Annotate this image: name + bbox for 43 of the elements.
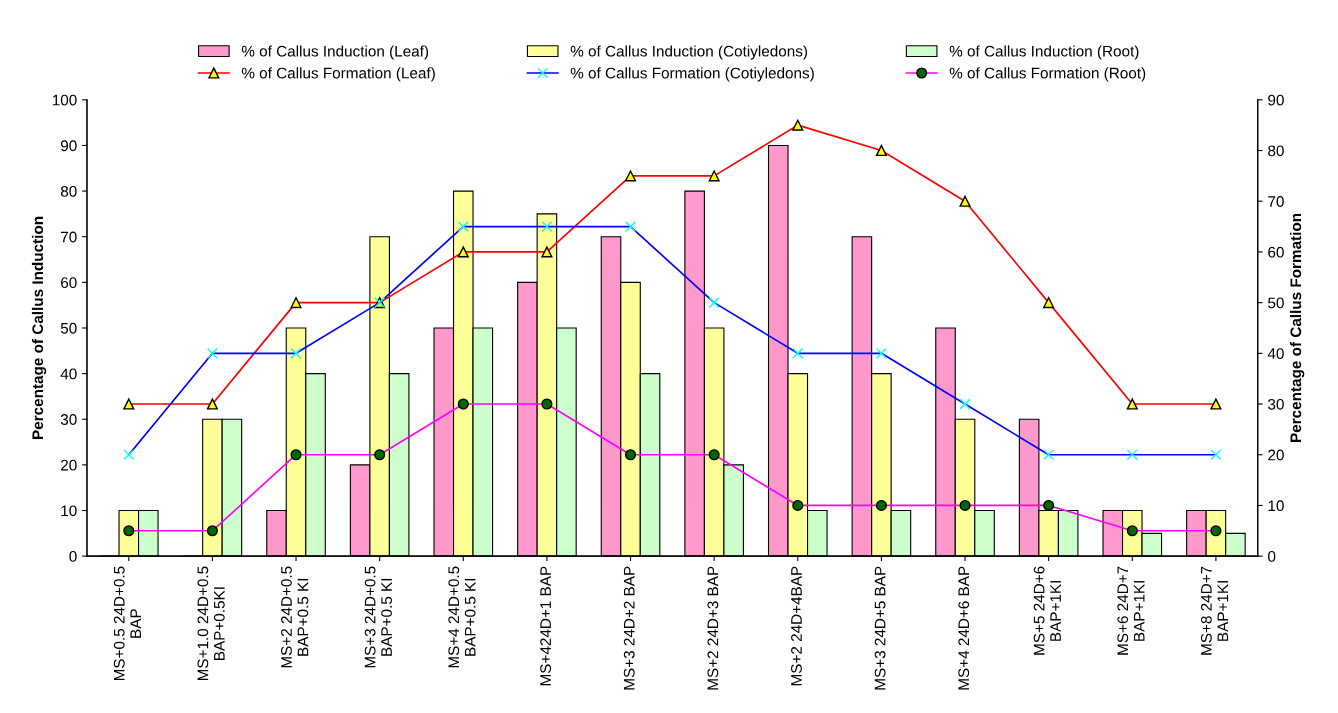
legend-label: % of Callus Induction (Root)	[949, 45, 1139, 60]
y2-tick-label: 80	[1268, 145, 1284, 157]
y2-tick-label: 10	[1268, 500, 1284, 512]
legend-label: % of Callus Induction (Leaf)	[241, 45, 429, 60]
y2-tick-label: 60	[1268, 246, 1284, 258]
y-tick-label: 80	[60, 185, 77, 197]
x-tick-label: MS+2 24D+0.5 BAP+0.5 KI	[281, 566, 309, 668]
x-tick-label: MS+2 24D+3 BAP	[707, 566, 719, 690]
x-tick-label: MS+6 24D+7 BAP+1KI	[1117, 566, 1145, 655]
y-tick-label: 90	[60, 140, 77, 152]
y-tick-label: 50	[60, 322, 77, 334]
y-tick-label: 20	[61, 459, 77, 471]
x-tick-label: MS+8 24D+7 BAP+1KI	[1200, 566, 1229, 655]
y-tick-label: 60	[61, 277, 77, 289]
y2-tick-label: 70	[1268, 196, 1284, 207]
legend-label: % of Callus Formation (Root)	[949, 67, 1146, 82]
y-tick-label: 30	[60, 414, 77, 425]
legend-label: % of Callus Induction (Cotiyledons)	[570, 45, 808, 60]
x-tick-label: MS+4 24D+0.5 BAP+0.5 KI	[448, 566, 476, 668]
y-tick-label: 40	[60, 368, 77, 380]
legend-label: % of Callus Formation (Cotiyledons)	[570, 67, 814, 82]
x-tick-label: MS+0.5 24D+0.5 BAP	[113, 566, 141, 681]
y2-axis-title: Percentage of Callus Formation	[1289, 213, 1305, 442]
x-tick-label: MS+1.0 24D+0.5 BAP+0.5KI	[197, 566, 225, 681]
x-tick-label: MS+3 24D+0.5 BAP+0.5 KI	[364, 566, 392, 668]
x-tick-label: MS+424D+1 BAP	[540, 566, 552, 686]
y-tick-label: 70	[61, 231, 77, 243]
x-tick-label: MS+2 24D+4BAP	[791, 566, 802, 686]
y2-tick-label: 50	[1268, 297, 1284, 309]
y-tick-label: 0	[69, 551, 77, 562]
y2-tick-label: 30	[1268, 398, 1284, 410]
y-tick-label: 100	[52, 94, 77, 106]
y-tick-label: 10	[61, 505, 77, 517]
y2-tick-label: 0	[1268, 551, 1276, 562]
y2-tick-label: 90	[1268, 94, 1284, 106]
y2-tick-label: 40	[1267, 348, 1284, 360]
x-tick-label: MS+4 24D+6 BAP	[958, 566, 970, 690]
x-tick-label: MS+5 24D+6 BAP+1KI	[1033, 566, 1061, 655]
x-tick-label: MS+3 24D+2 BAP	[623, 566, 635, 690]
x-tick-label: MS+3 24D+5 BAP	[874, 566, 886, 690]
y2-tick-label: 20	[1268, 449, 1284, 461]
y-axis-title: Percentage of Callus Induction	[31, 216, 47, 439]
legend-label: % of Callus Formation (Leaf)	[241, 67, 435, 82]
